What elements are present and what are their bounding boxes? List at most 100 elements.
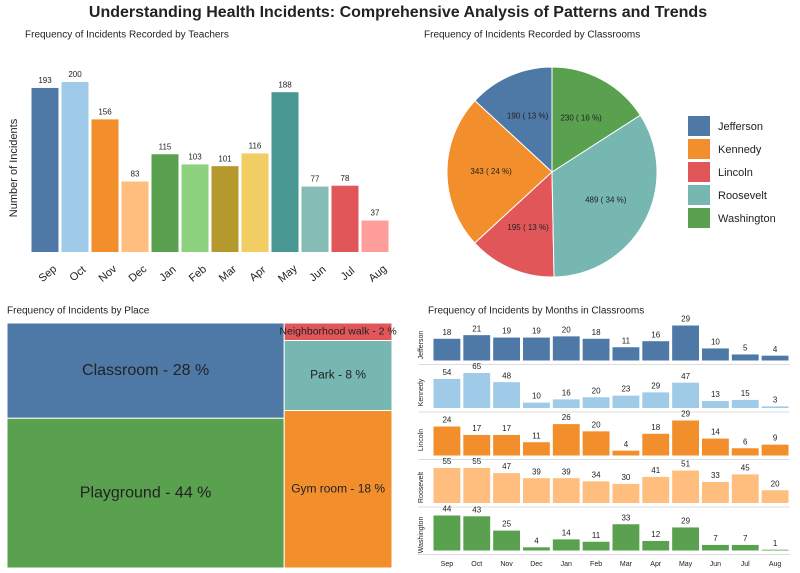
value-label: 115 xyxy=(159,142,172,151)
bar xyxy=(731,544,759,551)
x-tick-label: Feb xyxy=(590,561,602,568)
x-tick-label: Nov xyxy=(500,561,513,568)
value-label: 200 xyxy=(68,70,82,79)
value-label: 4 xyxy=(624,440,629,449)
value-label: 343 ( 24 %) xyxy=(470,167,512,176)
value-label: 489 ( 34 %) xyxy=(585,196,627,205)
cell-label: Classroom - 28 % xyxy=(82,362,209,379)
bar xyxy=(433,426,461,456)
bar xyxy=(761,444,789,456)
value-label: 29 xyxy=(681,517,690,526)
value-label: 16 xyxy=(562,388,571,397)
value-label: 47 xyxy=(681,372,690,381)
x-tick-label: Nov xyxy=(97,263,120,285)
x-tick-label: Apr xyxy=(248,264,269,284)
bar xyxy=(612,450,640,456)
bar xyxy=(361,220,389,252)
bar xyxy=(701,482,729,503)
bar xyxy=(582,397,610,408)
y-axis-label: Number of Incidents xyxy=(8,118,20,217)
bar xyxy=(181,164,209,252)
value-label: 101 xyxy=(218,154,232,163)
value-label: 51 xyxy=(681,460,690,469)
bar xyxy=(582,541,610,551)
treemap-cell xyxy=(283,340,393,411)
value-label: 4 xyxy=(534,536,539,545)
bar xyxy=(761,490,789,503)
value-label: 55 xyxy=(472,457,481,466)
row-label: Jefferson xyxy=(418,331,425,360)
row-label: Roosevelt xyxy=(418,472,425,503)
bar xyxy=(672,527,700,551)
treemap-cell xyxy=(283,410,393,569)
value-label: 45 xyxy=(741,463,750,472)
bar xyxy=(672,325,700,361)
bar xyxy=(672,470,700,503)
bar xyxy=(463,434,491,456)
x-tick-label: Sep xyxy=(441,561,454,568)
bar xyxy=(672,420,700,456)
cell-label: Playground - 44 % xyxy=(80,484,212,501)
value-label: 83 xyxy=(131,170,140,179)
value-label: 47 xyxy=(502,462,511,471)
x-tick-label: Jan xyxy=(157,264,178,285)
legend-swatch xyxy=(688,185,710,205)
bar xyxy=(552,539,580,551)
value-label: 48 xyxy=(502,371,511,380)
value-label: 20 xyxy=(592,420,601,429)
x-tick-label: Jan xyxy=(561,561,572,568)
bar xyxy=(463,516,491,551)
value-label: 156 xyxy=(98,108,112,117)
chart-title: Frequency of Incidents Recorded by Teach… xyxy=(25,30,229,41)
x-tick-label: Dec xyxy=(127,263,150,285)
chart-title: Frequency of Incidents Recorded by Class… xyxy=(424,30,640,41)
value-label: 4 xyxy=(773,345,778,354)
value-label: 41 xyxy=(651,466,660,475)
bar xyxy=(761,406,789,408)
bar xyxy=(463,468,491,503)
treemap-cell xyxy=(6,417,285,569)
value-label: 17 xyxy=(502,424,511,433)
bar xyxy=(701,438,729,456)
bar xyxy=(493,434,521,456)
value-label: 103 xyxy=(188,153,202,162)
pie-slice xyxy=(474,170,555,278)
value-label: 5 xyxy=(743,344,748,353)
value-label: 37 xyxy=(371,209,380,218)
bar xyxy=(731,474,759,503)
bar xyxy=(612,347,640,361)
bar xyxy=(582,481,610,503)
bar xyxy=(642,341,670,361)
value-label: 230 ( 16 %) xyxy=(560,114,602,123)
value-label: 19 xyxy=(502,327,511,336)
value-label: 9 xyxy=(773,434,778,443)
bar xyxy=(31,87,59,252)
value-label: 6 xyxy=(743,437,748,446)
value-label: 20 xyxy=(562,325,571,334)
legend-label: Washington xyxy=(718,213,776,225)
bar xyxy=(642,540,670,551)
value-label: 24 xyxy=(442,416,451,425)
bar xyxy=(331,185,359,252)
value-label: 25 xyxy=(502,520,511,529)
bar xyxy=(612,483,640,503)
bar xyxy=(522,402,550,408)
bar xyxy=(301,186,329,252)
bar xyxy=(271,92,299,252)
value-label: 30 xyxy=(621,473,630,482)
value-label: 15 xyxy=(741,389,750,398)
bar xyxy=(731,354,759,361)
value-label: 11 xyxy=(532,431,541,440)
value-label: 18 xyxy=(651,423,660,432)
bar xyxy=(642,433,670,456)
bar xyxy=(701,348,729,361)
value-label: 34 xyxy=(592,470,601,479)
bar xyxy=(493,382,521,408)
value-label: 33 xyxy=(711,471,720,480)
cell-label: Park - 8 % xyxy=(310,368,366,382)
value-label: 33 xyxy=(621,513,630,522)
value-label: 188 xyxy=(278,80,292,89)
value-label: 55 xyxy=(442,457,451,466)
value-label: 21 xyxy=(472,324,481,333)
